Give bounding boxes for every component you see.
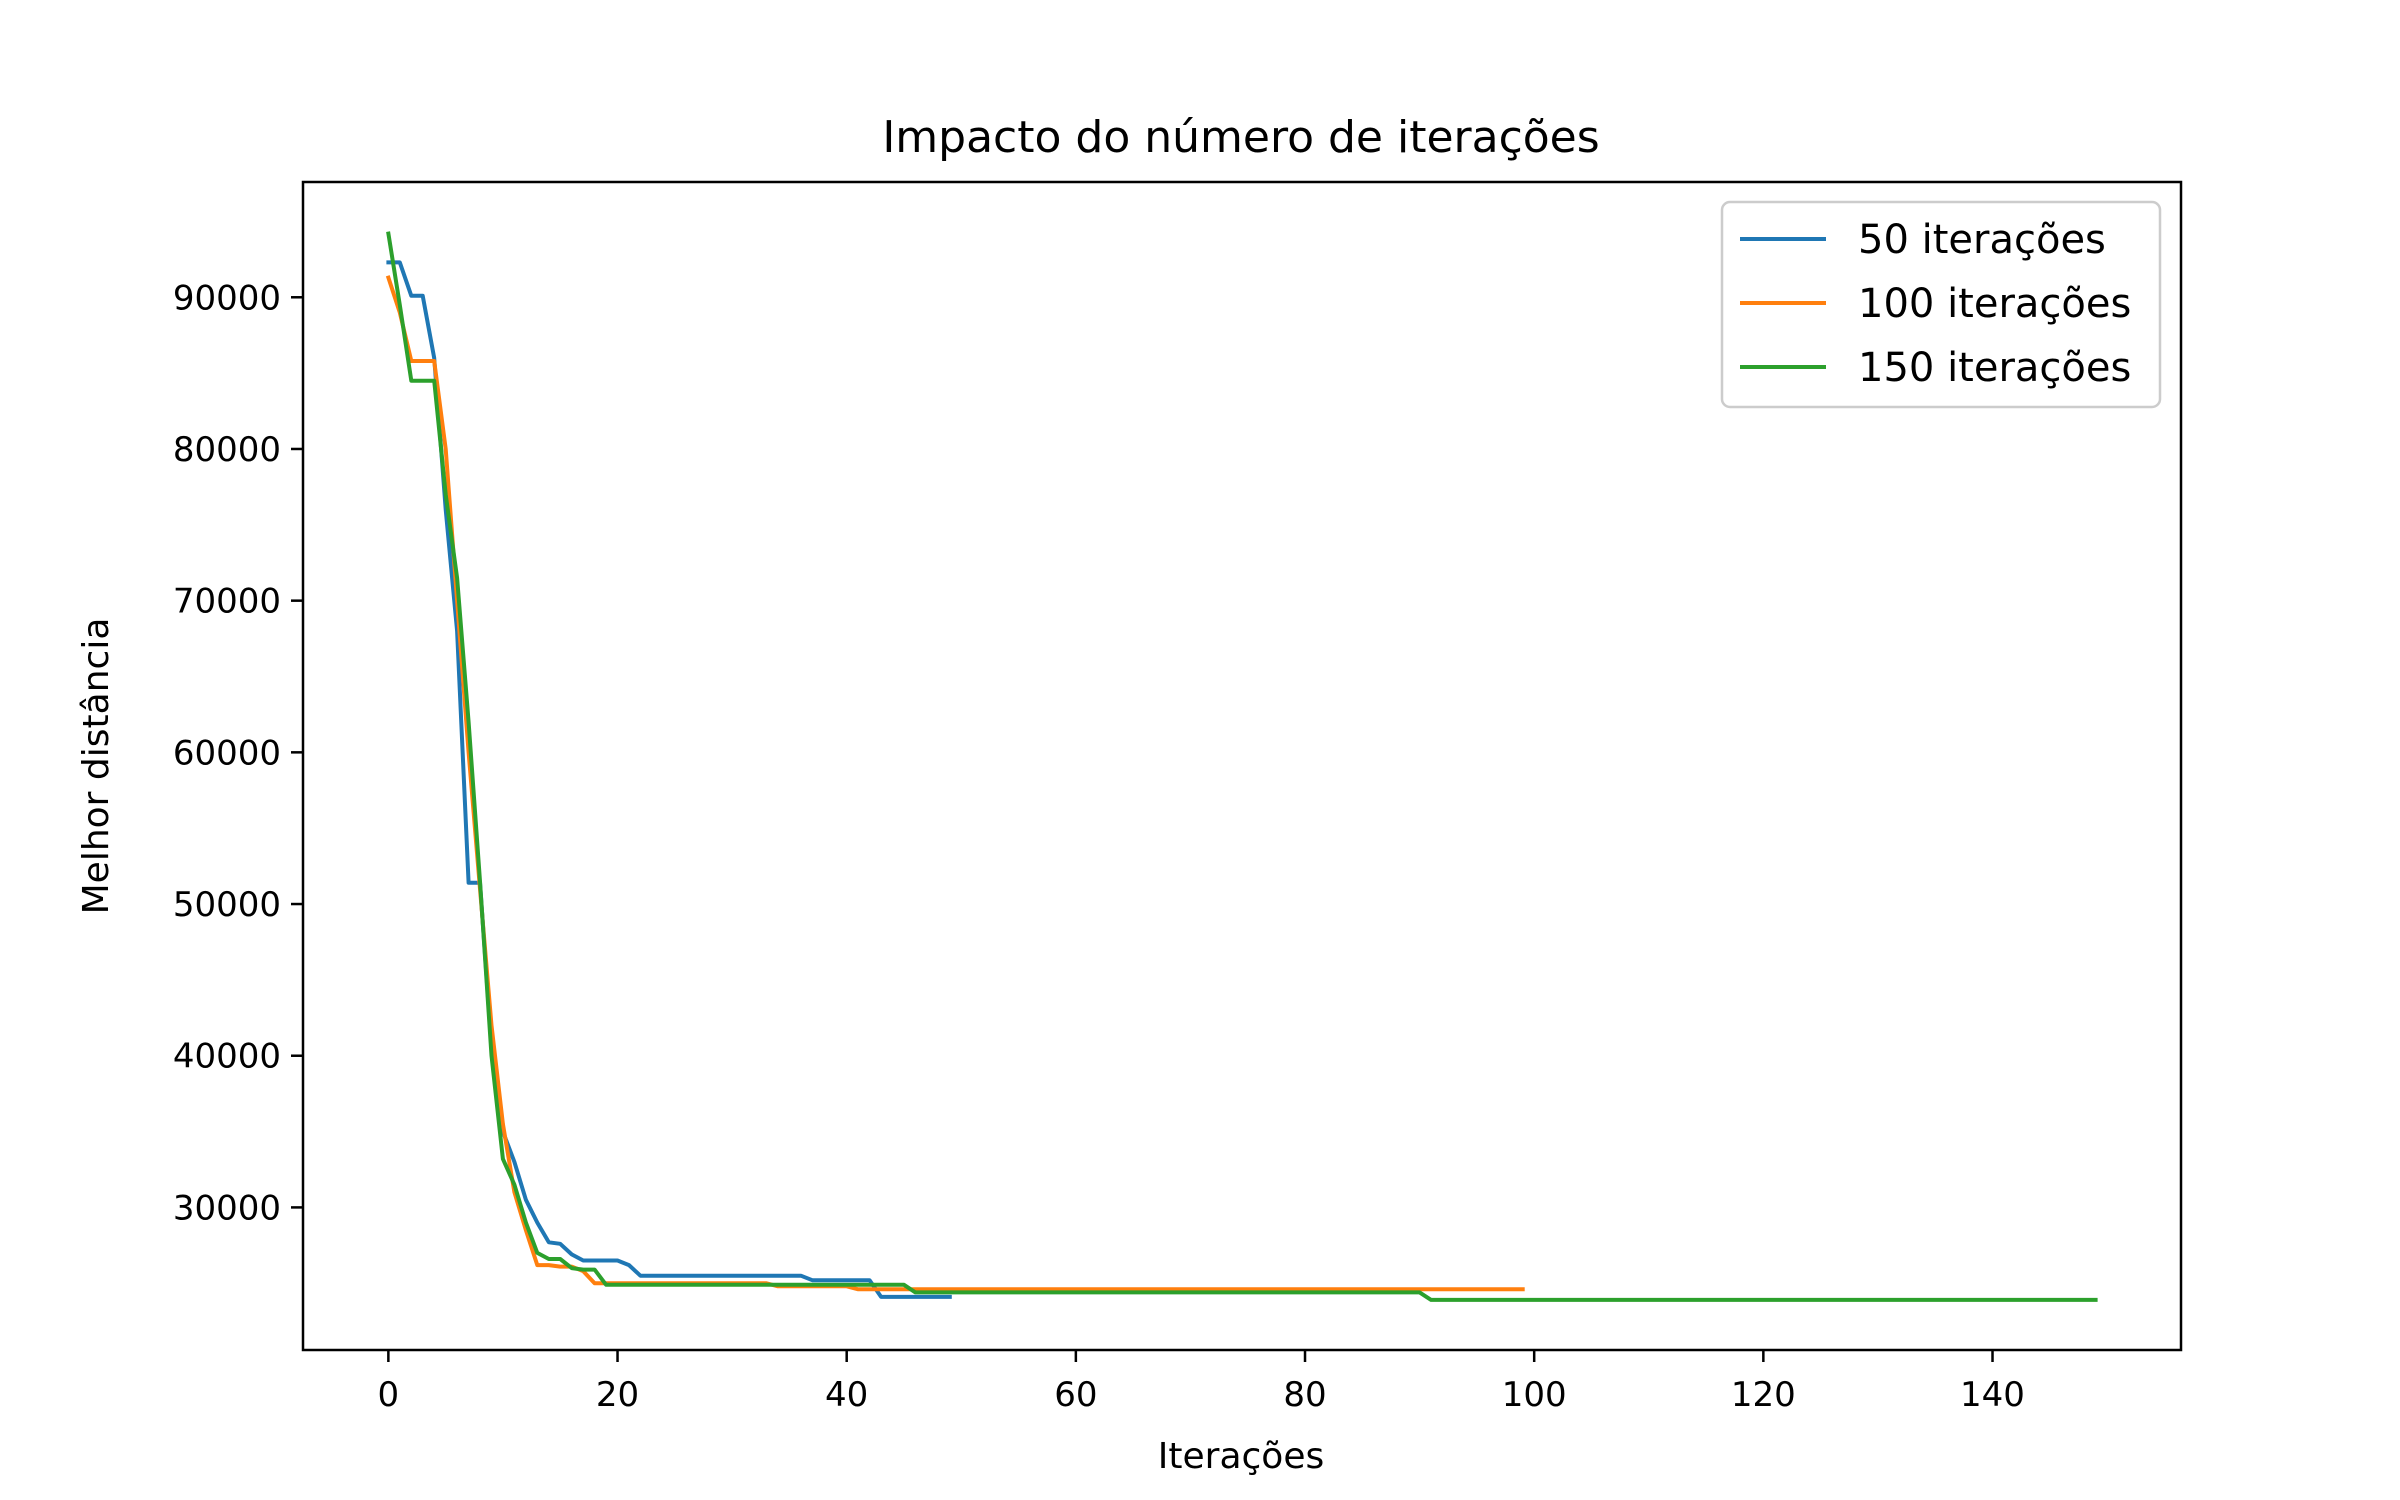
y-tick-label: 70000 (173, 582, 281, 622)
legend: 50 iterações 100 iterações 150 iterações (1720, 200, 2162, 409)
series-lines (385, 231, 2098, 1302)
x-tick-label: 40 (825, 1375, 868, 1415)
x-tick-label: 80 (1283, 1375, 1326, 1415)
x-tick-label: 140 (1960, 1375, 2025, 1415)
x-tick-label: 0 (378, 1375, 400, 1415)
x-tick-label: 100 (1502, 1375, 1567, 1415)
y-axis: 30000 40000 50000 60000 70000 80000 90000 (173, 278, 303, 1228)
y-tick-label: 80000 (173, 430, 281, 470)
x-axis-title: Iterações (1158, 1436, 1324, 1477)
y-axis-title: Melhor distância (76, 618, 117, 915)
x-tick-label: 60 (1054, 1375, 1097, 1415)
legend-items: 50 iterações 100 iterações 150 iterações (1740, 217, 2131, 391)
y-tick-label: 50000 (173, 885, 281, 925)
legend-label-3: 150 iterações (1858, 345, 2131, 391)
plot-frame (301, 180, 2183, 1352)
y-tick-label: 90000 (173, 278, 281, 318)
chart-title: Impacto do número de iterações (882, 112, 1599, 163)
y-tick-label: 60000 (173, 733, 281, 773)
legend-label-2: 100 iterações (1858, 281, 2131, 327)
x-axis: 0 20 40 60 80 100 120 140 (378, 1350, 2025, 1415)
y-tick-label: 40000 (173, 1037, 281, 1077)
y-tick-label: 30000 (173, 1188, 281, 1228)
legend-label-1: 50 iterações (1858, 217, 2106, 263)
legend-box (1720, 200, 2162, 409)
x-tick-label: 20 (596, 1375, 639, 1415)
series-line-3 (386, 231, 2098, 1302)
x-tick-label: 120 (1731, 1375, 1796, 1415)
